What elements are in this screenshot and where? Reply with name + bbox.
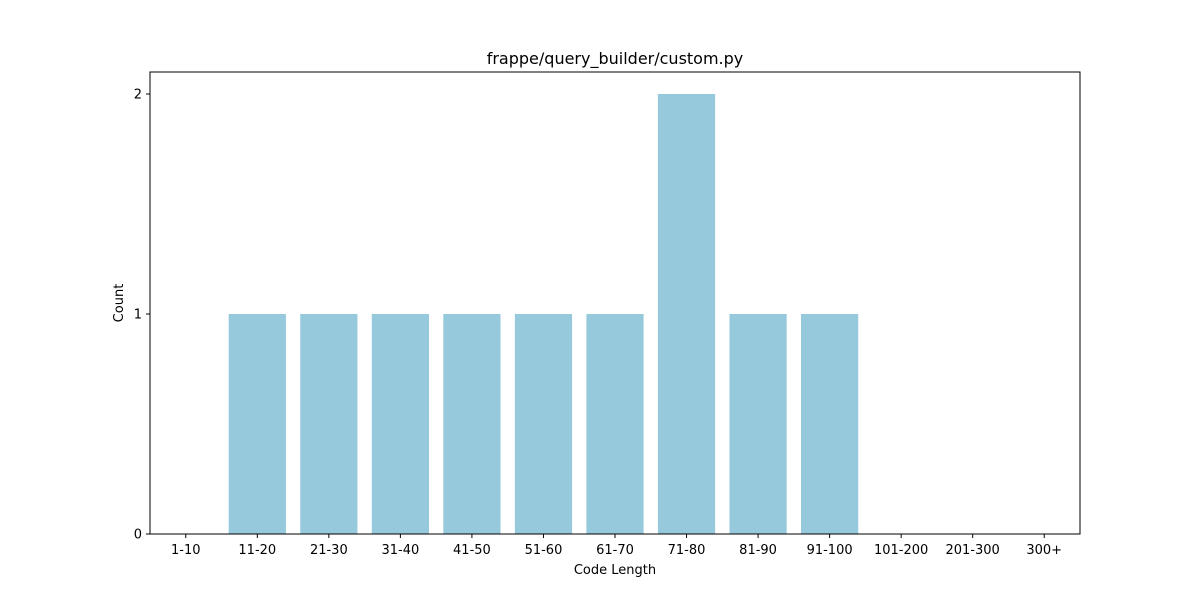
x-tick-label: 61-70 [596,543,634,558]
bars-group [228,94,859,534]
bar-31-40 [371,314,429,534]
x-tick-label: 11-20 [238,543,276,558]
x-axis-label: Code Length [574,563,656,578]
bar-61-70 [586,314,644,534]
x-tick-label: 1-10 [171,543,201,558]
chart-title: frappe/query_builder/custom.py [487,49,744,69]
y-tick-label: 2 [134,88,142,103]
y-axis-ticks: 0 1 2 [134,88,150,543]
x-tick-label: 41-50 [453,543,491,558]
y-tick-label: 1 [134,308,142,323]
bar-81-90 [729,314,787,534]
x-tick-label: 51-60 [525,543,563,558]
y-axis-label: Count [112,284,127,323]
x-tick-label: 300+ [1026,543,1062,558]
x-tick-label: 21-30 [310,543,348,558]
bar-11-20 [228,314,286,534]
x-tick-label: 31-40 [381,543,419,558]
bar-71-80 [657,94,716,534]
x-tick-label: 71-80 [668,543,706,558]
y-tick-label: 0 [134,528,142,543]
x-tick-label: 101-200 [874,543,928,558]
bar-51-60 [514,314,573,534]
x-axis-ticks: 1-10 11-20 21-30 31-40 41-50 51-60 61-70 71-80 8… [171,534,1062,558]
bar-91-100 [801,314,859,534]
x-tick-label: 201-300 [946,543,1000,558]
bar-41-50 [443,314,501,534]
x-tick-label: 91-100 [807,543,853,558]
x-tick-label: 81-90 [739,543,777,558]
bar-21-30 [300,314,358,534]
